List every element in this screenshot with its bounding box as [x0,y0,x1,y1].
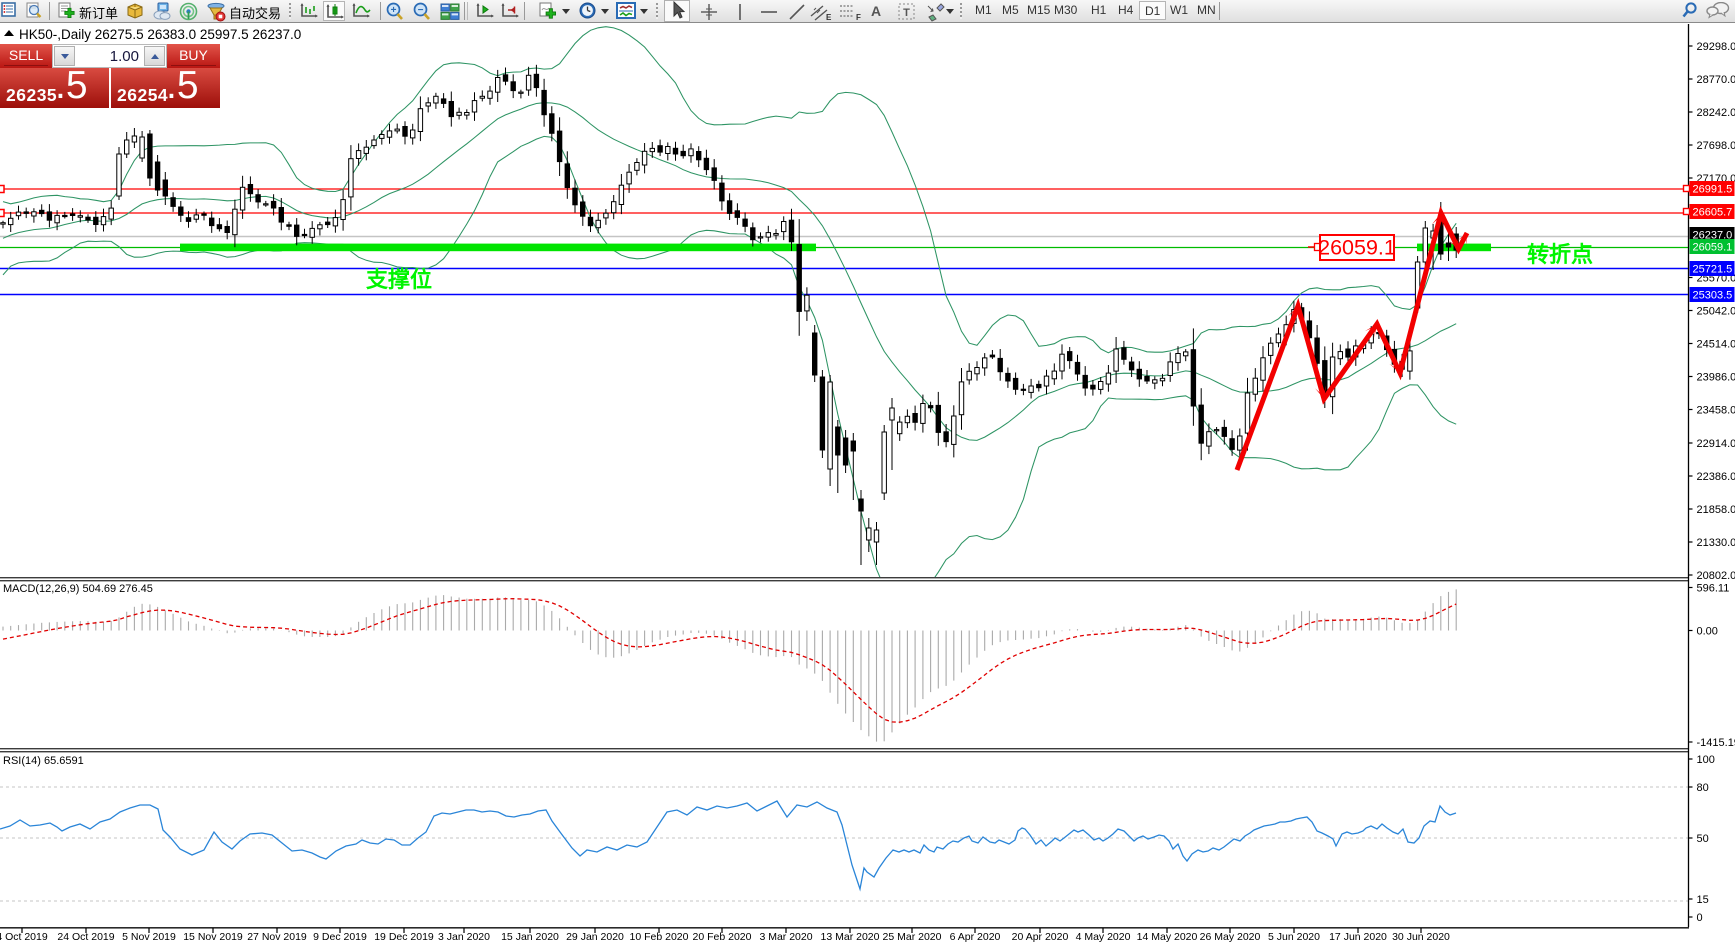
svg-text:80: 80 [1697,782,1709,794]
svg-text:20 Apr 2020: 20 Apr 2020 [1012,931,1069,943]
svg-text:10 Feb 2020: 10 Feb 2020 [630,931,689,943]
svg-text:14 May 2020: 14 May 2020 [1137,931,1198,943]
svg-text:MACD(12,26,9) 504.69 276.45: MACD(12,26,9) 504.69 276.45 [3,583,153,595]
svg-text:15 Jan 2020: 15 Jan 2020 [501,931,559,943]
svg-text:21858.0: 21858.0 [1697,504,1735,516]
svg-text:27698.0: 27698.0 [1697,140,1735,152]
svg-text:F: F [856,13,861,22]
svg-text:0: 0 [1697,912,1703,924]
svg-text:支撑位: 支撑位 [366,267,432,292]
svg-text:E: E [826,13,832,22]
svg-text:4 Oct 2019: 4 Oct 2019 [0,931,48,943]
svg-text:T: T [903,7,910,19]
svg-text:HK50-,Daily 26275.5 26383.0 2: HK50-,Daily 26275.5 26383.0 25997.5 2623… [19,27,301,42]
svg-text:596.11: 596.11 [1697,583,1730,595]
svg-text:-1415.19: -1415.19 [1697,737,1735,749]
svg-text:28242.0: 28242.0 [1697,107,1735,119]
svg-text:26059.1: 26059.1 [1693,242,1733,254]
svg-text:50: 50 [1697,833,1709,845]
svg-text:26 May 2020: 26 May 2020 [1200,931,1261,943]
svg-text:5 Jun 2020: 5 Jun 2020 [1268,931,1320,943]
svg-text:30 Jun 2020: 30 Jun 2020 [1392,931,1450,943]
svg-text:−: − [418,5,424,16]
svg-text:+: + [391,5,397,16]
svg-text:13 Mar 2020: 13 Mar 2020 [821,931,880,943]
svg-text:17 Jun 2020: 17 Jun 2020 [1329,931,1387,943]
svg-text:3 Jan 2020: 3 Jan 2020 [438,931,490,943]
svg-text:9 Dec 2019: 9 Dec 2019 [313,931,367,943]
svg-text:28770.0: 28770.0 [1697,74,1735,86]
svg-text:25 Mar 2020: 25 Mar 2020 [883,931,942,943]
svg-text:23986.0: 23986.0 [1697,372,1735,384]
svg-text:3 Mar 2020: 3 Mar 2020 [759,931,812,943]
svg-text:22914.0: 22914.0 [1697,438,1735,450]
svg-text:6 Apr 2020: 6 Apr 2020 [950,931,1001,943]
svg-text:25721.5: 25721.5 [1693,264,1733,276]
svg-text:29298.0: 29298.0 [1697,41,1735,53]
svg-text:15: 15 [1697,894,1709,906]
svg-text:100: 100 [1697,754,1715,766]
svg-text:25303.5: 25303.5 [1693,290,1733,302]
svg-text:26237.0: 26237.0 [1693,230,1733,242]
svg-text:26059.1: 26059.1 [1318,236,1396,260]
svg-text:转折点: 转折点 [1527,242,1593,267]
svg-text:23458.0: 23458.0 [1697,405,1735,417]
svg-text:19 Dec 2019: 19 Dec 2019 [374,931,434,943]
svg-text:24514.0: 24514.0 [1697,339,1735,351]
svg-text:29 Jan 2020: 29 Jan 2020 [566,931,624,943]
svg-text:20802.0: 20802.0 [1697,570,1735,582]
svg-text:5 Nov 2019: 5 Nov 2019 [122,931,176,943]
svg-text:RSI(14) 65.6591: RSI(14) 65.6591 [3,755,84,767]
svg-text:24 Oct 2019: 24 Oct 2019 [57,931,114,943]
svg-text:21330.0: 21330.0 [1697,537,1735,549]
svg-text:0.00: 0.00 [1697,626,1718,638]
svg-text:25042.0: 25042.0 [1697,306,1735,318]
svg-text:26991.5: 26991.5 [1693,184,1733,196]
svg-text:26605.7: 26605.7 [1693,207,1733,219]
svg-text:20 Feb 2020: 20 Feb 2020 [693,931,752,943]
svg-text:15 Nov 2019: 15 Nov 2019 [183,931,243,943]
svg-text:4 May 2020: 4 May 2020 [1076,931,1131,943]
svg-text:22386.0: 22386.0 [1697,471,1735,483]
svg-text:27 Nov 2019: 27 Nov 2019 [247,931,307,943]
